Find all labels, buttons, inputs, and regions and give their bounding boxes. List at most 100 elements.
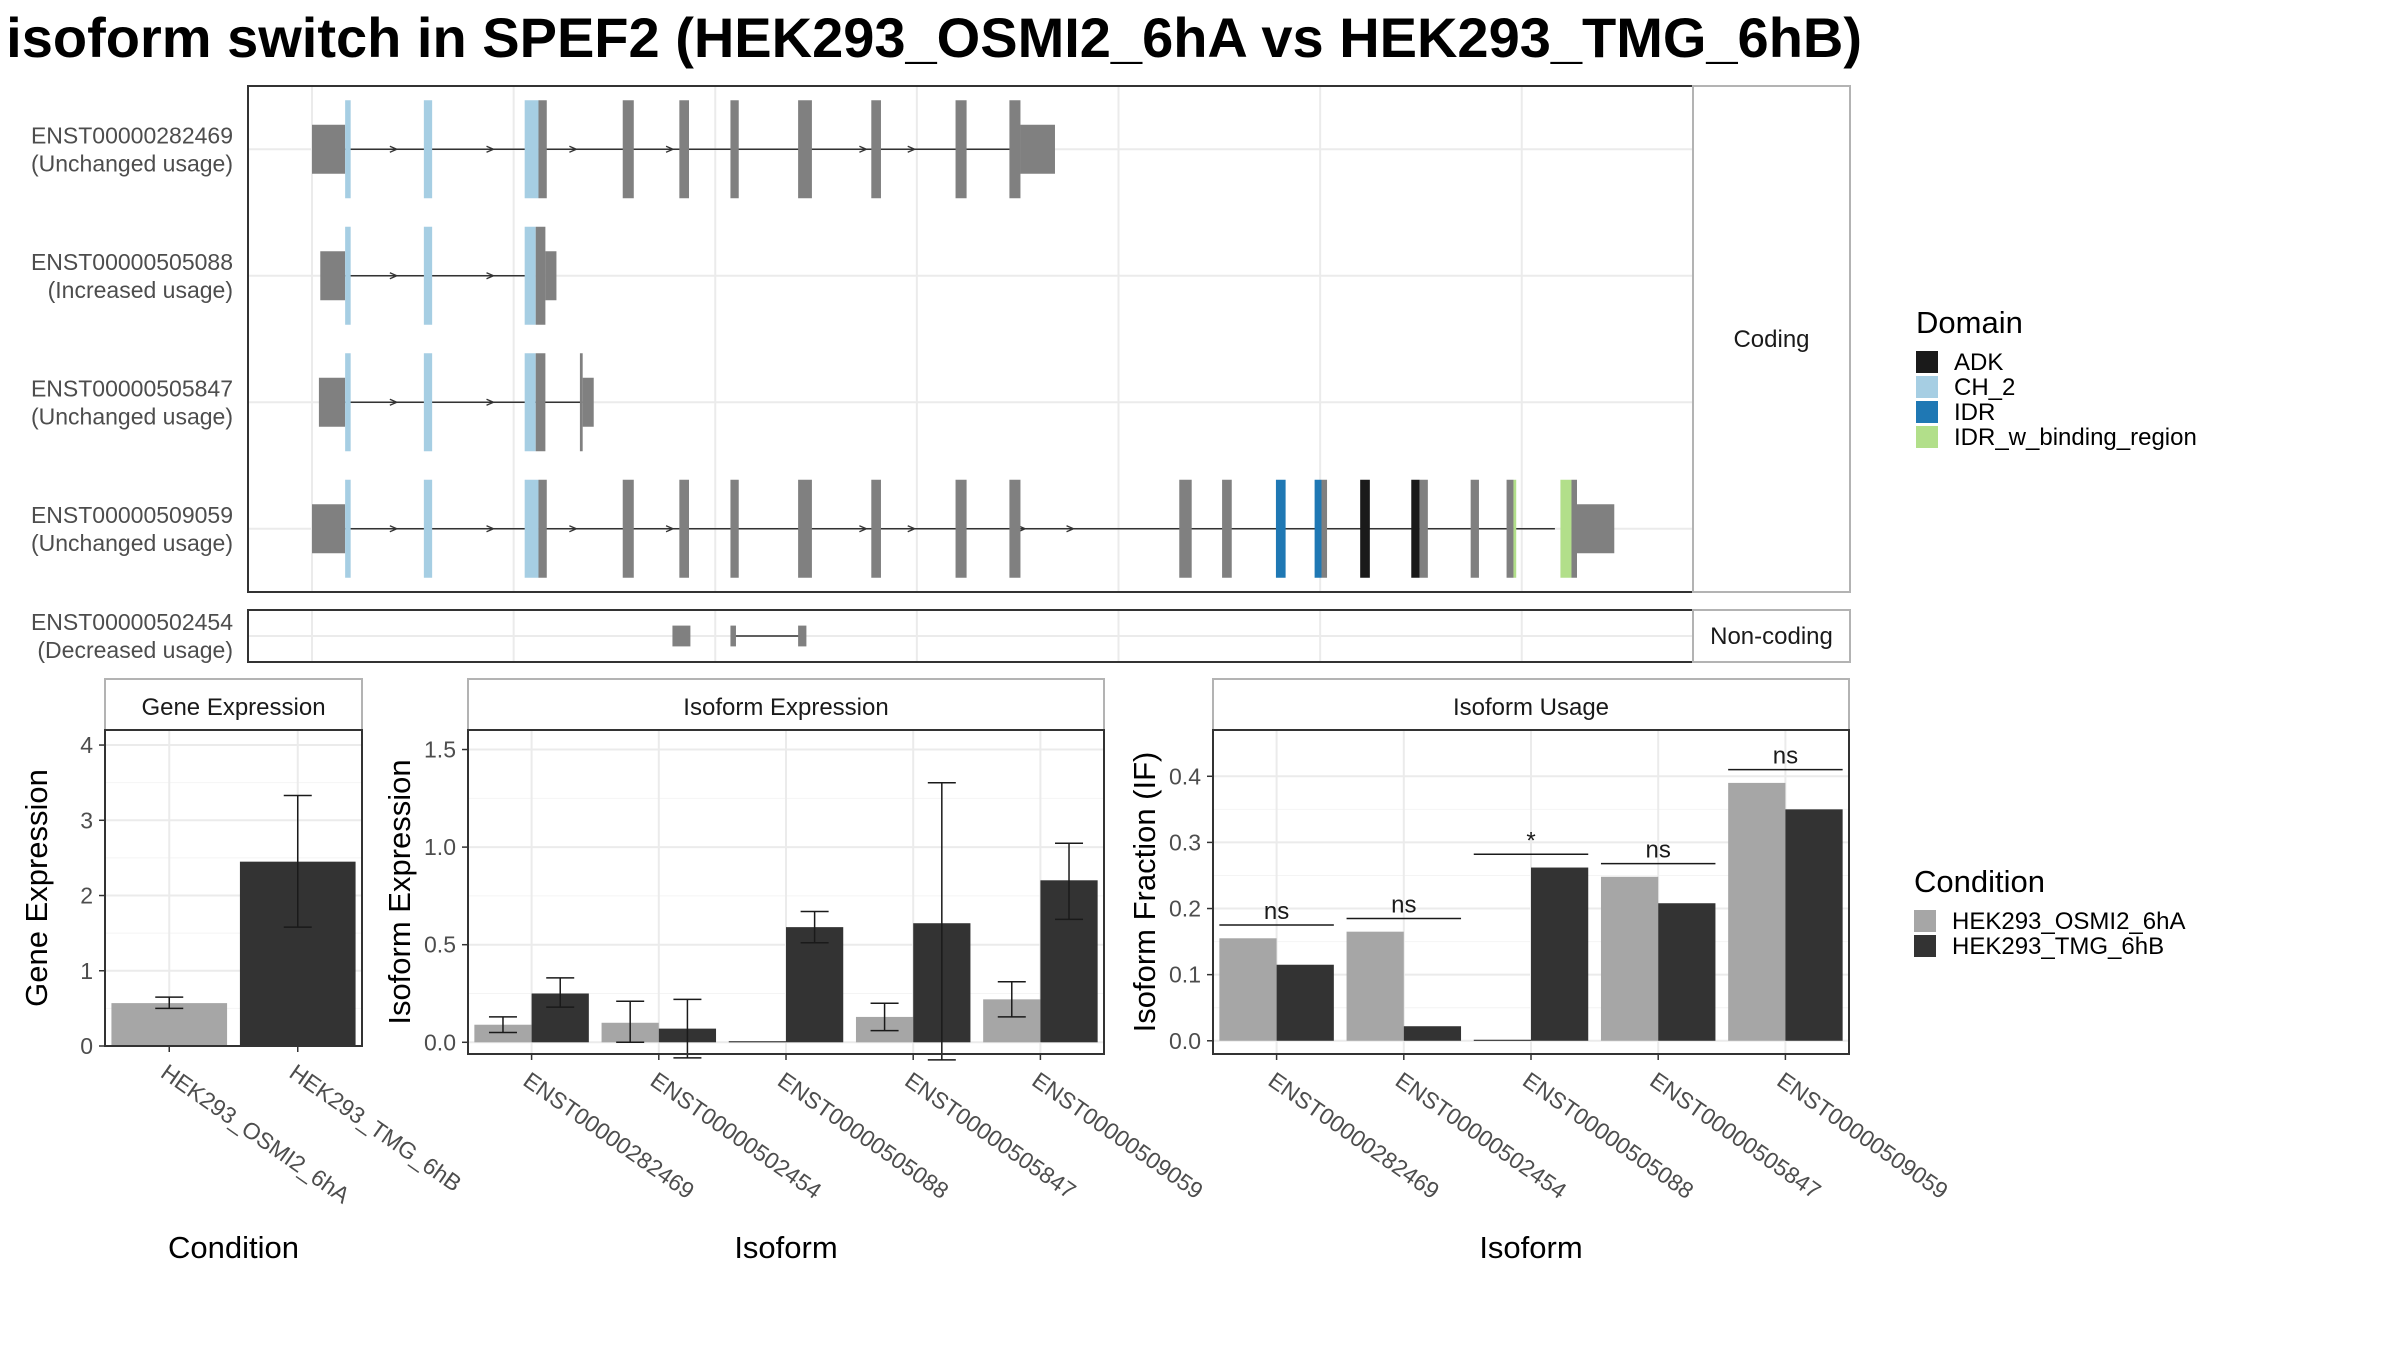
direction-arrow (486, 145, 496, 153)
transcript-ENST00000505088: ENST00000505088(Increased usage) (31, 226, 557, 325)
legend-label: IDR_w_binding_region (1954, 424, 2197, 451)
exon-utr (312, 124, 346, 174)
exon-cds (798, 479, 812, 578)
y-tick-label: 2 (80, 883, 93, 909)
legend-label: ADK (1954, 349, 2003, 376)
bar (1600, 876, 1659, 1041)
exon-CH_2 (524, 479, 539, 578)
legend-title: Condition (1914, 864, 2045, 899)
panel-border (104, 729, 363, 1047)
bar (1658, 903, 1716, 1041)
exon-utr (545, 251, 557, 301)
exon-cds (579, 353, 583, 452)
exon-cds (535, 353, 546, 452)
y-tick-label: 3 (80, 807, 93, 833)
bar (1276, 964, 1334, 1041)
exon-CH_2 (423, 479, 433, 578)
isoform-structure-plot: ENST00000282469(Unchanged usage) ENST0000… (31, 85, 1851, 663)
exon-utr (318, 377, 346, 427)
direction-arrow (1066, 525, 1076, 533)
direction-arrow (859, 525, 869, 533)
legend-label: CH_2 (1954, 374, 2015, 401)
facet-label-noncoding: Non-coding (1710, 623, 1833, 650)
direction-arrow (569, 525, 579, 533)
transcript-id-label: ENST00000502454 (31, 609, 233, 635)
bar (1346, 931, 1404, 1041)
bar (728, 1041, 786, 1043)
exon-cds (538, 100, 547, 199)
x-axis-title: Condition (168, 1230, 299, 1265)
transcript-ENST00000282469: ENST00000282469(Unchanged usage) (31, 100, 1055, 199)
direction-arrow (389, 145, 399, 153)
exon-cds (730, 100, 739, 199)
exon-cds (538, 479, 547, 578)
exon-utr (320, 251, 346, 301)
legend-key (1916, 351, 1938, 373)
x-axis-title: Isoform (1479, 1230, 1582, 1265)
y-tick-label: 0.4 (1169, 763, 1201, 789)
facet-label-coding: Coding (1733, 326, 1809, 353)
exon-CH_2 (423, 100, 433, 199)
y-tick-label: 0.3 (1169, 829, 1201, 855)
exon-cds (622, 479, 634, 578)
exon-cds (871, 100, 881, 199)
direction-arrow (665, 525, 675, 533)
exon-cds (798, 100, 812, 199)
panel-border (467, 729, 1105, 1055)
exon-utr (798, 625, 807, 647)
legend-label: IDR (1954, 399, 1995, 426)
exon-CH_2 (423, 353, 433, 452)
significance-label: ns (1391, 891, 1416, 918)
direction-arrow (569, 145, 579, 153)
exon-CH_2 (524, 353, 536, 452)
panel-isoform-usage: Isoform Usage0.00.10.20.30.4ENST00000282… (1127, 678, 1953, 1265)
y-tick-label: 0.5 (424, 932, 456, 958)
transcript-usage-label: (Increased usage) (48, 277, 233, 303)
y-axis-title: Isoform Expression (382, 759, 417, 1024)
exon-cds (679, 100, 690, 199)
legend-key (1914, 910, 1936, 932)
transcript-id-label: ENST00000509059 (31, 502, 233, 528)
exon-cds (622, 100, 634, 199)
exon-cds (1571, 479, 1577, 578)
exon-cds (535, 226, 546, 325)
y-axis-title: Isoform Fraction (IF) (1127, 752, 1162, 1033)
y-tick-label: 0.2 (1169, 896, 1201, 922)
exon-IDR (1314, 479, 1322, 578)
legend-label: HEK293_TMG_6hB (1952, 933, 2164, 960)
exon-utr (1020, 124, 1055, 174)
direction-arrow (907, 145, 917, 153)
exon-cds (1222, 479, 1232, 578)
transcript-usage-label: (Unchanged usage) (31, 403, 233, 429)
legend-key (1916, 426, 1938, 448)
exon-CH_2 (345, 353, 351, 452)
direction-arrow (486, 272, 496, 280)
exon-cds (1419, 479, 1428, 578)
exon-CH_2 (423, 226, 433, 325)
exon-ADK (1411, 479, 1420, 578)
exon-cds (871, 479, 881, 578)
y-tick-label: 0 (80, 1033, 93, 1059)
panel-border (1212, 729, 1850, 1055)
legend-key (1916, 376, 1938, 398)
direction-arrow (907, 525, 917, 533)
significance-label: ns (1773, 743, 1798, 770)
exon-IDR_w_binding_region (1560, 479, 1572, 578)
direction-arrow (486, 398, 496, 406)
transcript-usage-label: (Decreased usage) (37, 637, 233, 663)
transcript-usage-label: (Unchanged usage) (31, 150, 233, 176)
y-tick-label: 0.0 (424, 1029, 456, 1055)
exon-utr (730, 625, 736, 647)
y-tick-label: 1 (80, 958, 93, 984)
transcript-ENST00000502454: ENST00000502454(Decreased usage) (31, 609, 807, 663)
bar (1219, 938, 1277, 1041)
bar (786, 927, 844, 1043)
bar (1728, 782, 1786, 1041)
panel-strip-title: Gene Expression (141, 694, 325, 721)
exon-CH_2 (524, 100, 539, 199)
y-axis-title: Gene Expression (19, 769, 54, 1007)
exon-cds (1470, 479, 1479, 578)
exon-cds (955, 100, 967, 199)
